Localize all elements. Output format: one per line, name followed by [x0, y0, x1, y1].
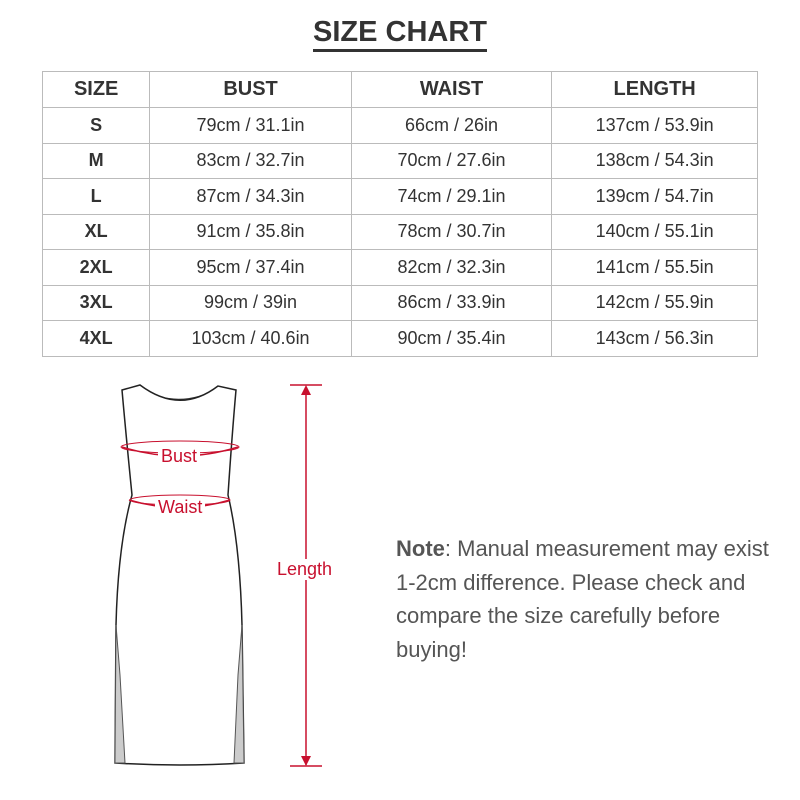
table-row: S 79cm / 31.1in 66cm / 26in 137cm / 53.9in [41, 107, 758, 144]
column-header: WAIST [350, 71, 553, 108]
size-cell: S [41, 107, 151, 144]
length-label: Length [274, 559, 336, 580]
measurement-cell: 90cm / 35.4in [350, 320, 553, 357]
column-header: LENGTH [551, 71, 758, 108]
table-row: M 83cm / 32.7in 70cm / 27.6in 138cm / 54.3i… [41, 142, 758, 179]
measurement-cell: 103cm / 40.6in [149, 320, 352, 357]
dress-outline [114, 384, 245, 766]
table-row: XL 91cm / 35.8in 78cm / 30.7in 140cm / 55.1… [41, 213, 758, 250]
measurement-cell: 78cm / 30.7in [350, 213, 553, 250]
column-header: BUST [149, 71, 352, 108]
page-title: SIZE CHART [0, 16, 800, 52]
size-cell: 2XL [41, 249, 151, 286]
table-row: 3XL 99cm / 39in 86cm / 33.9in 142cm / 55.9i… [41, 284, 758, 321]
measurement-cell: 87cm / 34.3in [149, 178, 352, 215]
measurement-cell: 66cm / 26in [350, 107, 553, 144]
measurement-cell: 74cm / 29.1in [350, 178, 553, 215]
waist-label: Waist [155, 497, 206, 518]
table-row: L 87cm / 34.3in 74cm / 29.1in 139cm / 54.7i… [41, 178, 758, 215]
measurement-cell: 99cm / 39in [149, 284, 352, 321]
measurement-cell: 143cm / 56.3in [551, 320, 758, 357]
table-row: 4XL 103cm / 40.6in 90cm / 35.4in 143cm / 56… [41, 320, 758, 357]
measurement-cell: 139cm / 54.7in [551, 178, 758, 215]
size-cell: XL [41, 213, 151, 250]
table-row: 2XL 95cm / 37.4in 82cm / 32.3in 141cm / 55.… [41, 249, 758, 286]
note: Note: Manual measurement may exist 1-2cm… [396, 536, 769, 662]
measurement-cell: 91cm / 35.8in [149, 213, 352, 250]
measurement-cell: 70cm / 27.6in [350, 142, 553, 179]
size-cell: L [41, 178, 151, 215]
size-cell: 4XL [41, 320, 151, 357]
column-header: SIZE [41, 71, 151, 108]
measurement-cell: 138cm / 54.3in [551, 142, 758, 179]
size-cell: M [41, 142, 151, 179]
dress-diagram [114, 384, 322, 767]
measurement-cell: 79cm / 31.1in [149, 107, 352, 144]
measurement-cell: 86cm / 33.9in [350, 284, 553, 321]
measurement-cell: 95cm / 37.4in [149, 249, 352, 286]
size-table: SIZE BUST WAIST LENGTH S 79cm / 31.1in 66cm /… [41, 71, 758, 357]
measurement-cell: 137cm / 53.9in [551, 107, 758, 144]
measurement-cell: 142cm / 55.9in [551, 284, 758, 321]
measurement-cell: 82cm / 32.3in [350, 249, 553, 286]
measurement-cell: 141cm / 55.5in [551, 249, 758, 286]
measurement-cell: 83cm / 32.7in [149, 142, 352, 179]
table-header-row: SIZE BUST WAIST LENGTH [41, 71, 758, 108]
bust-label: Bust [158, 446, 201, 467]
measurement-cell: 140cm / 55.1in [551, 213, 758, 250]
size-cell: 3XL [41, 284, 151, 321]
